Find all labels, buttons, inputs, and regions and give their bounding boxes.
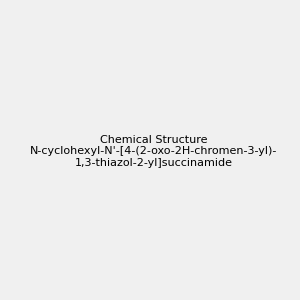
Text: Chemical Structure
N-cyclohexyl-N'-[4-(2-oxo-2H-chromen-3-yl)-
1,3-thiazol-2-yl]: Chemical Structure N-cyclohexyl-N'-[4-(2… [30, 135, 278, 168]
